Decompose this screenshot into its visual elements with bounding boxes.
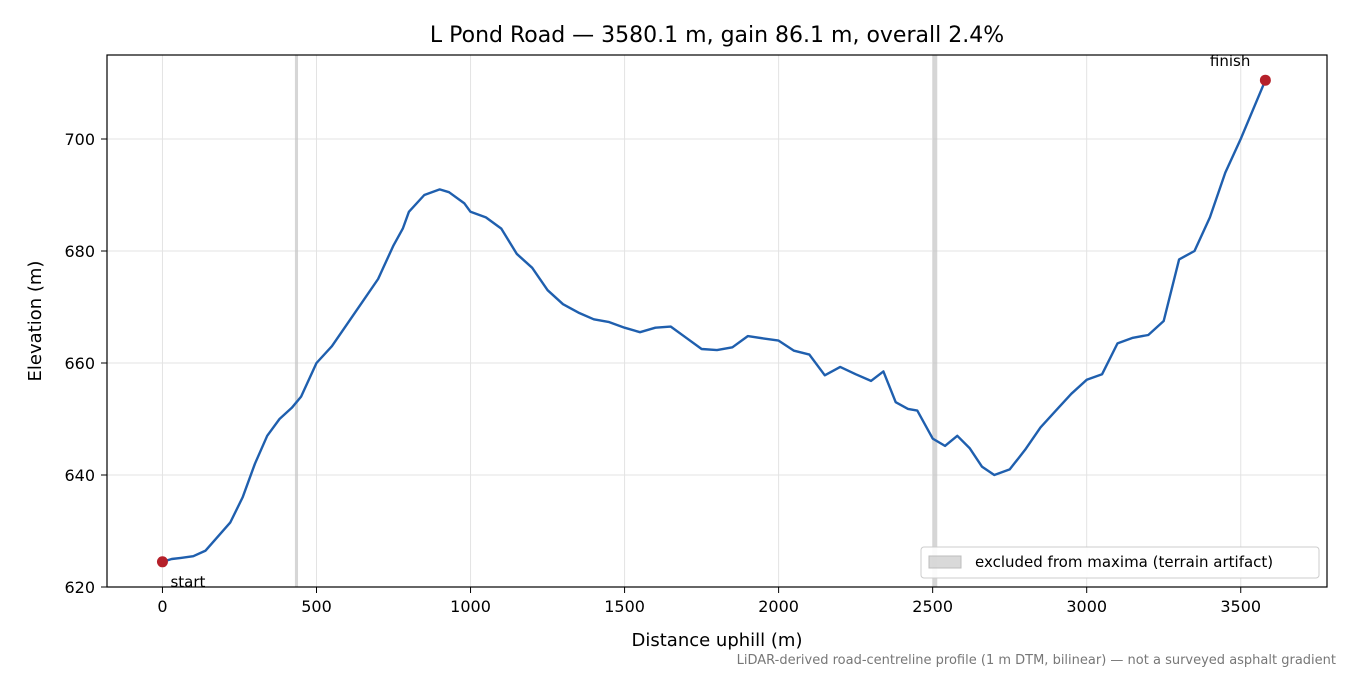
finish-marker <box>1259 74 1271 86</box>
finish-label: finish <box>1210 52 1250 70</box>
start-label: start <box>170 573 205 591</box>
series-layer <box>162 79 1267 563</box>
y-tick-label: 620 <box>64 578 95 597</box>
x-tick-label: 2500 <box>912 597 953 616</box>
legend: excluded from maxima (terrain artifact) <box>920 546 1320 579</box>
y-axis-label: Elevation (m) <box>25 261 46 382</box>
x-tick-label: 3000 <box>1066 597 1107 616</box>
grid-lines <box>107 55 1327 588</box>
y-axis-ticks: 620 640 660 680 700 <box>64 130 107 597</box>
x-axis-label: Distance uphill (m) <box>632 630 803 651</box>
excluded-bands <box>294 55 938 587</box>
legend-swatch <box>928 555 962 569</box>
excluded-band <box>294 55 299 587</box>
y-tick-label: 640 <box>64 466 95 485</box>
x-tick-label: 500 <box>301 597 332 616</box>
x-tick-label: 1000 <box>450 597 491 616</box>
x-tick-label: 1500 <box>604 597 645 616</box>
plot-frame <box>106 54 1328 588</box>
y-tick-label: 680 <box>64 242 95 261</box>
y-tick-label: 660 <box>64 354 95 373</box>
chart-title: L Pond Road — 3580.1 m, gain 86.1 m, ove… <box>430 23 1004 48</box>
x-tick-label: 2000 <box>758 597 799 616</box>
footnote: LiDAR-derived road-centreline profile (1… <box>737 653 1336 668</box>
x-tick-label: 0 <box>157 597 167 616</box>
y-tick-label: 700 <box>64 130 95 149</box>
legend-label: excluded from maxima (terrain artifact) <box>975 553 1273 571</box>
endpoint-markers: start finish <box>156 52 1271 591</box>
excluded-band <box>932 55 938 587</box>
start-marker <box>156 556 168 568</box>
x-axis-ticks: 0 500 1000 1500 2000 2500 3000 3500 <box>157 587 1261 616</box>
elevation-line <box>162 79 1267 563</box>
x-tick-label: 3500 <box>1220 597 1261 616</box>
legend-box <box>920 546 1320 579</box>
